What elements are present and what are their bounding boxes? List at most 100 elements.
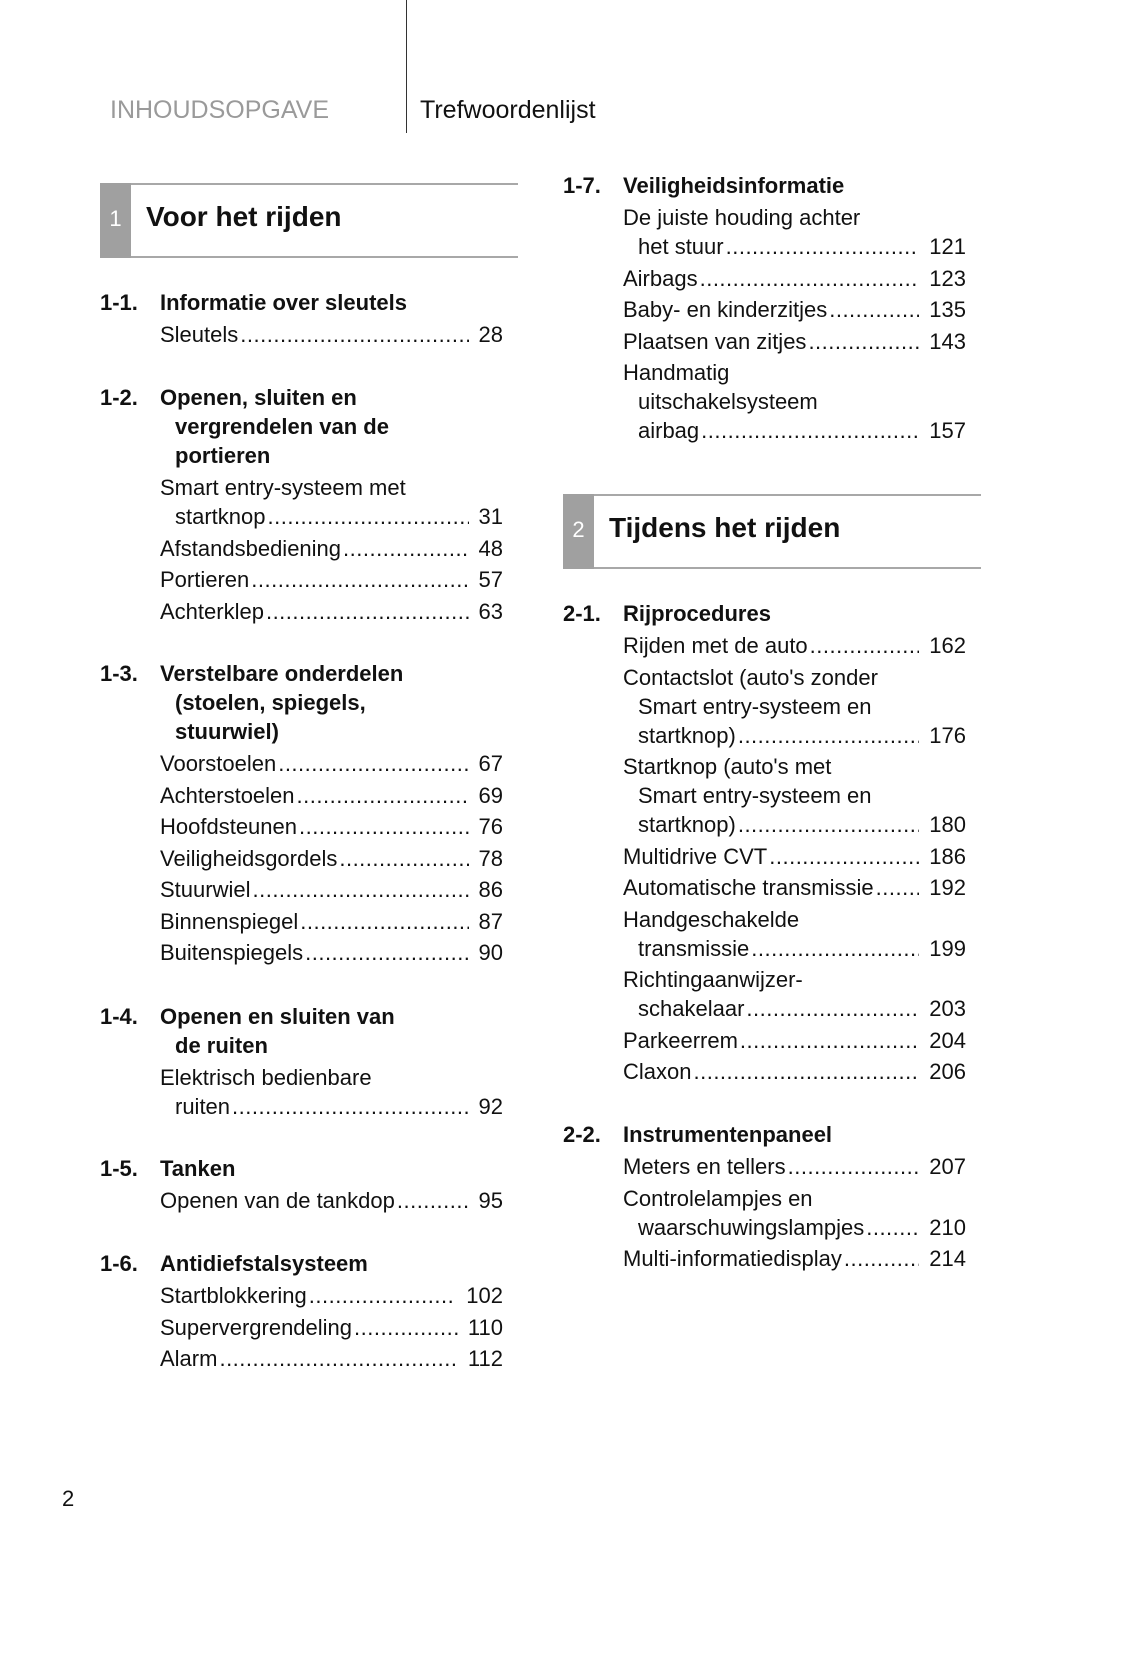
toc-entry[interactable]: Airbags 123 <box>563 264 966 293</box>
entry-text: Smart entry-systeem met <box>160 475 406 500</box>
section-heading[interactable]: 2-1. Rijprocedures <box>563 599 973 628</box>
entry-page-number[interactable]: 180 <box>929 812 966 837</box>
toc-entry[interactable]: De juiste houding achter het stuur 121 <box>563 203 966 261</box>
entry-page-number[interactable]: 203 <box>929 996 966 1021</box>
entry-page-number[interactable]: 86 <box>478 877 503 902</box>
entry-page-number[interactable]: 67 <box>478 751 503 776</box>
entry-line: Rijden met de auto 162 <box>623 631 966 660</box>
entry-page-number[interactable]: 192 <box>929 875 966 900</box>
entry-page-number[interactable]: 186 <box>929 843 966 869</box>
entry-text: Sleutels <box>160 322 239 347</box>
dot-leader <box>738 721 919 750</box>
entry-page-number[interactable]: 31 <box>478 504 503 529</box>
entry-text: Binnenspiegel <box>160 908 299 934</box>
entry-text: uitschakelsysteem <box>638 389 818 414</box>
entry-page-number[interactable]: 87 <box>478 908 503 934</box>
entry-page-number[interactable]: 121 <box>929 234 966 259</box>
toc-entry[interactable]: Automatische transmissie 192 <box>563 873 966 902</box>
section-heading[interactable]: 1-6. Antidiefstalsysteem <box>100 1249 510 1278</box>
toc-entry[interactable]: Hoofdsteunen 76 <box>100 812 503 841</box>
header-contents-link[interactable]: INHOUDSOPGAVE <box>110 96 330 124</box>
section-heading[interactable]: 1-3. Verstelbare onderdelen (stoelen, spie… <box>100 659 510 746</box>
entry-text: Handgeschakelde <box>623 906 800 932</box>
toc-entry[interactable]: Contactslot (auto's zonder Smart entry-sy… <box>563 663 966 750</box>
entry-page-number[interactable]: 210 <box>929 1214 966 1240</box>
entry-page-number[interactable]: 199 <box>929 935 966 961</box>
toc-entry[interactable]: Alarm 112 <box>100 1344 503 1373</box>
entry-page-number[interactable]: 206 <box>929 1059 966 1084</box>
toc-entry[interactable]: Supervergrendeling 110 <box>100 1313 503 1342</box>
toc-entry[interactable]: Startknop (auto's met Smart entry-systeem… <box>563 752 966 839</box>
section-heading[interactable]: 2-2. Instrumentenpaneel <box>563 1120 973 1149</box>
toc-entry[interactable]: Multidrive CVT 186 <box>563 842 966 871</box>
section-heading[interactable]: 1-1. Informatie over sleutels <box>100 288 510 317</box>
entry-text: Achterklep <box>160 598 264 624</box>
toc-entry[interactable]: Startblokkering 102 <box>100 1281 503 1310</box>
toc-entry[interactable]: Rijden met de auto 162 <box>563 631 966 660</box>
entry-page-number[interactable]: 207 <box>929 1154 966 1179</box>
toc-entry[interactable]: Achterstoelen 69 <box>100 781 503 810</box>
entry-page-number[interactable]: 157 <box>929 418 966 443</box>
entry-line: schakelaar 203 <box>623 994 966 1023</box>
entry-page-number[interactable]: 95 <box>478 1188 503 1213</box>
section-number: 1-4. <box>100 1004 138 1029</box>
toc-entry[interactable]: Portieren 57 <box>100 565 503 594</box>
toc-entry[interactable]: Buitenspiegels 90 <box>100 938 503 967</box>
entry-page-number[interactable]: 112 <box>467 1346 503 1371</box>
toc-entry[interactable]: Afstandsbediening 48 <box>100 534 503 563</box>
section-heading[interactable]: 1-7. Veiligheidsinformatie <box>563 171 973 200</box>
toc-entry[interactable]: Stuurwiel 86 <box>100 875 503 904</box>
section-title-line: Instrumentenpaneel <box>623 1122 833 1147</box>
toc-entry[interactable]: Voorstoelen 67 <box>100 749 503 778</box>
toc-entry[interactable]: Plaatsen van zitjes 143 <box>563 327 966 356</box>
entry-page-number[interactable]: 162 <box>929 633 966 658</box>
entry-page-number[interactable]: 204 <box>929 1027 966 1053</box>
toc-entry[interactable]: Parkeerrem 204 <box>563 1026 966 1055</box>
toc-entry[interactable]: Binnenspiegel 87 <box>100 907 503 936</box>
toc-entry[interactable]: Richtingaanwijzer-schakelaar 203 <box>563 965 966 1023</box>
entry-page-number[interactable]: 102 <box>466 1283 503 1308</box>
entry-page-number[interactable]: 123 <box>929 265 966 291</box>
entry-page-number[interactable]: 48 <box>478 535 503 561</box>
entry-page-number[interactable]: 57 <box>478 567 503 592</box>
entry-line: Startblokkering 102 <box>160 1281 503 1310</box>
entry-text: Startknop (auto's met <box>623 754 832 779</box>
entry-page-number[interactable]: 214 <box>929 1246 966 1271</box>
toc-entry[interactable]: Smart entry-systeem met startknop 31 <box>100 473 503 531</box>
toc-entry[interactable]: Handgeschakelde transmissie 199 <box>563 905 966 963</box>
entry-page-number[interactable]: 28 <box>478 322 503 347</box>
toc-entry[interactable]: Controlelampjes en waarschuwingslampjes 21… <box>563 1184 966 1242</box>
entry-page-number[interactable]: 92 <box>478 1094 503 1119</box>
entry-text: Alarm <box>160 1346 218 1371</box>
toc-section: 2-2. Instrumentenpaneel Meters en tellers 2… <box>563 1120 973 1273</box>
dot-leader <box>354 1313 458 1342</box>
entry-page-number[interactable]: 110 <box>467 1314 503 1340</box>
toc-entry[interactable]: Meters en tellers 207 <box>563 1152 966 1181</box>
toc-entry[interactable]: Veiligheidsgordels 78 <box>100 844 503 873</box>
toc-entry[interactable]: Achterklep 63 <box>100 597 503 626</box>
entry-page-number[interactable]: 90 <box>478 940 503 965</box>
section-heading[interactable]: 1-5. Tanken <box>100 1154 510 1183</box>
entry-page-number[interactable]: 63 <box>478 598 503 624</box>
toc-entry[interactable]: Claxon 206 <box>563 1057 966 1086</box>
toc-entry[interactable]: Sleutels 28 <box>100 320 503 349</box>
entry-page-number[interactable]: 143 <box>929 328 966 354</box>
toc-entry[interactable]: Handmatig uitschakelsysteem airbag 157 <box>563 358 966 445</box>
toc-entry[interactable]: Multi-informatiedisplay 214 <box>563 1244 966 1273</box>
entry-page-number[interactable]: 176 <box>929 722 966 748</box>
section-title-line: Tanken <box>160 1156 236 1181</box>
dot-leader <box>738 810 919 839</box>
entry-line: Stuurwiel 86 <box>160 875 503 904</box>
toc-entry[interactable]: Openen van de tankdop 95 <box>100 1186 503 1215</box>
section-title: Rijprocedures <box>623 599 771 628</box>
entry-page-number[interactable]: 76 <box>478 814 503 839</box>
entry-page-number[interactable]: 135 <box>929 297 966 322</box>
section-heading[interactable]: 1-2. Openen, sluiten en vergrendelen van d… <box>100 383 510 470</box>
toc-entry[interactable]: Elektrisch bedienbare ruiten 92 <box>100 1063 503 1121</box>
header-index-link[interactable]: Trefwoordenlijst <box>420 96 596 124</box>
entry-page-number[interactable]: 78 <box>478 845 503 871</box>
section-heading[interactable]: 1-4. Openen en sluiten van de ruiten <box>100 1002 510 1060</box>
toc-entry[interactable]: Baby- en kinderzitjes 135 <box>563 295 966 324</box>
entry-line: Sleutels 28 <box>160 320 503 349</box>
entry-page-number[interactable]: 69 <box>478 782 503 808</box>
